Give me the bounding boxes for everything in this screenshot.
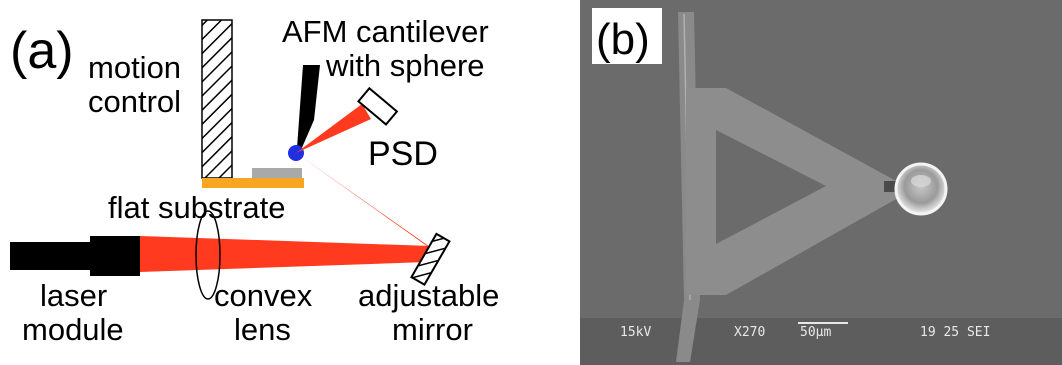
panel-a: (a) motion control flat substrate AFM ca… xyxy=(10,14,499,347)
colloidal-sphere xyxy=(894,162,948,216)
sem-image-id: 19 25 SEI xyxy=(920,325,990,340)
flat-substrate-label: flat substrate xyxy=(108,190,285,225)
panel-a-label: (a) xyxy=(10,22,74,80)
afm-cantilever-label-line1: AFM cantilever xyxy=(282,14,489,49)
adjustable-mirror-label-line2: mirror xyxy=(392,312,473,347)
laser-module-label-line1: laser xyxy=(40,278,107,313)
psd-detector xyxy=(357,86,399,126)
laser-beam-to-psd xyxy=(296,104,371,153)
afm-cantilever xyxy=(297,65,320,150)
laser-module-label-line2: module xyxy=(22,312,124,347)
sem-voltage: 15kV xyxy=(620,325,651,340)
motion-control-label-line1: motion xyxy=(88,50,181,85)
panel-b: (b) 15kV X270 50µm 19 25 SEI xyxy=(580,0,1062,365)
laser-beam-to-sphere xyxy=(296,153,440,254)
convex-lens-label-line1: convex xyxy=(214,278,313,313)
adjustable-mirror-label-line1: adjustable xyxy=(358,278,499,313)
sphere-highlight xyxy=(911,175,931,187)
triangular-cantilever-cutout xyxy=(716,130,826,244)
sem-info-band xyxy=(580,318,1062,365)
sem-magnification: X270 xyxy=(734,325,765,340)
sem-scale-label: 50µm xyxy=(800,325,831,340)
adjustable-mirror xyxy=(410,232,451,287)
afm-cantilever-label-line2: with sphere xyxy=(325,48,485,83)
substrate-sample xyxy=(252,168,302,178)
laser-module-body xyxy=(10,242,92,270)
convex-lens-label-line2: lens xyxy=(234,312,291,347)
flat-substrate-plate xyxy=(202,178,304,188)
panel-b-label-box xyxy=(592,8,662,64)
laser-module-head xyxy=(90,236,140,276)
cantilever-tip xyxy=(884,181,902,192)
laser-beam-to-mirror xyxy=(140,236,431,272)
motion-control-label-line2: control xyxy=(88,84,181,119)
convex-lens xyxy=(195,210,221,300)
panel-b-label: (b) xyxy=(596,15,650,64)
motion-control-stage xyxy=(201,19,233,179)
psd-label: PSD xyxy=(368,135,438,173)
